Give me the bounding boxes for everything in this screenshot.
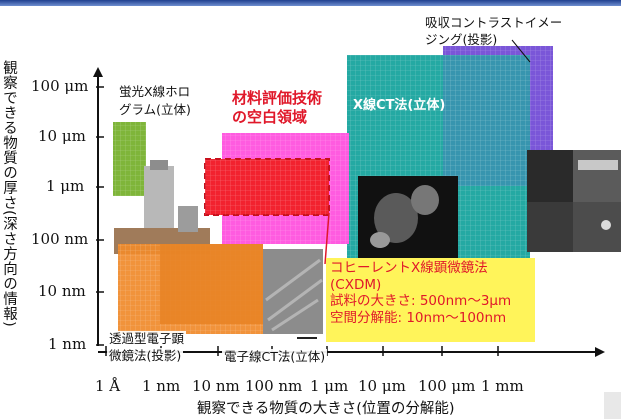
instrument-photo-side <box>178 206 198 232</box>
label-absorption-line2: ジング(投影) <box>425 32 498 47</box>
ct-scan-detail-2 <box>370 232 390 248</box>
instrument-photo-column-top <box>150 160 168 170</box>
x-tick-10um: 10 μm <box>358 377 406 395</box>
leader-absorption <box>511 39 531 63</box>
scale-bar <box>297 337 317 339</box>
x-tick-1um: 1 μm <box>310 377 349 395</box>
x-tick-1mm: 1 mm <box>481 377 524 395</box>
y-tick-10nm: 10 nm <box>38 282 86 300</box>
region-cxdm-red-grid <box>205 159 329 215</box>
page-corner <box>604 392 621 419</box>
region-fluorescence-grid <box>113 122 146 196</box>
absorption-inset-mid <box>573 150 621 202</box>
title-bar-stripe <box>0 0 621 6</box>
label-tem-line2: 微鏡法(投影) <box>107 348 184 363</box>
instrument-photo-column <box>144 166 174 230</box>
label-fluorescence-line2: グラム(立体) <box>119 102 191 117</box>
cxdm-callout-box: コヒーレントX線顕微鏡法 (CXDM) 試料の大きさ: 500nm〜3μm 空間… <box>326 258 535 342</box>
y-tick-1nm: 1 nm <box>48 335 87 353</box>
region-overlap-grid <box>443 55 530 186</box>
region-electron-ct <box>160 244 263 324</box>
cxdm-line2: (CXDM) <box>330 276 382 293</box>
label-xray-ct: X線CT法(立体) <box>353 98 446 113</box>
x-tick-1a: 1 Å <box>95 377 121 395</box>
label-gap-region: 材料評価技術 の空白領域 <box>232 89 322 127</box>
cxdm-line4: 空間分解能: 10nm〜100nm <box>330 309 507 326</box>
label-gap-line1: 材料評価技術 <box>232 89 323 107</box>
label-electron-ct: 電子線CT法(立体) <box>222 349 328 364</box>
x-tick-10nm: 10 nm <box>192 377 240 395</box>
absorption-inset-highlight <box>578 160 618 170</box>
cxdm-line3: 試料の大きさ: 500nm〜3μm <box>330 293 512 309</box>
y-tick-100um: 100 μm <box>31 77 89 95</box>
ct-scan-detail <box>411 185 439 215</box>
absorption-inset-spot <box>601 220 611 230</box>
label-gap-line2: の空白領域 <box>232 108 308 126</box>
y-tick-100nm: 100 nm <box>31 230 89 248</box>
x-tick-1nm: 1 nm <box>142 377 181 395</box>
y-tick-1um: 1 μm <box>46 177 85 195</box>
ct-scan-bone <box>374 193 418 243</box>
y-tick-marks <box>96 86 104 346</box>
label-fluorescence-line1: 蛍光X線ホロ <box>119 84 191 99</box>
absorption-inset-bottom-left <box>527 202 573 252</box>
tem-micrograph-inset <box>263 249 323 334</box>
label-tem-line1: 透過型電子顕 <box>107 331 187 346</box>
label-absorption-line1: 吸収コントラストイメー <box>425 15 563 30</box>
absorption-inset-left <box>527 150 573 202</box>
absorption-inset-bottom-right <box>573 202 621 252</box>
tem-micrograph-texture <box>265 258 323 332</box>
x-tick-100um: 100 μm <box>418 377 476 395</box>
x-axis-label: 観察できる物質の大きさ(位置の分解能) <box>197 401 455 417</box>
leader-cxdm <box>324 212 330 265</box>
x-tick-100nm: 100 nm <box>245 377 303 395</box>
y-axis-label: 観察できる物質の厚さ(深さ方向の情報) <box>1 60 17 328</box>
y-tick-10um: 10 μm <box>38 127 86 145</box>
cxdm-line1: コヒーレントX線顕微鏡法 <box>330 260 488 276</box>
